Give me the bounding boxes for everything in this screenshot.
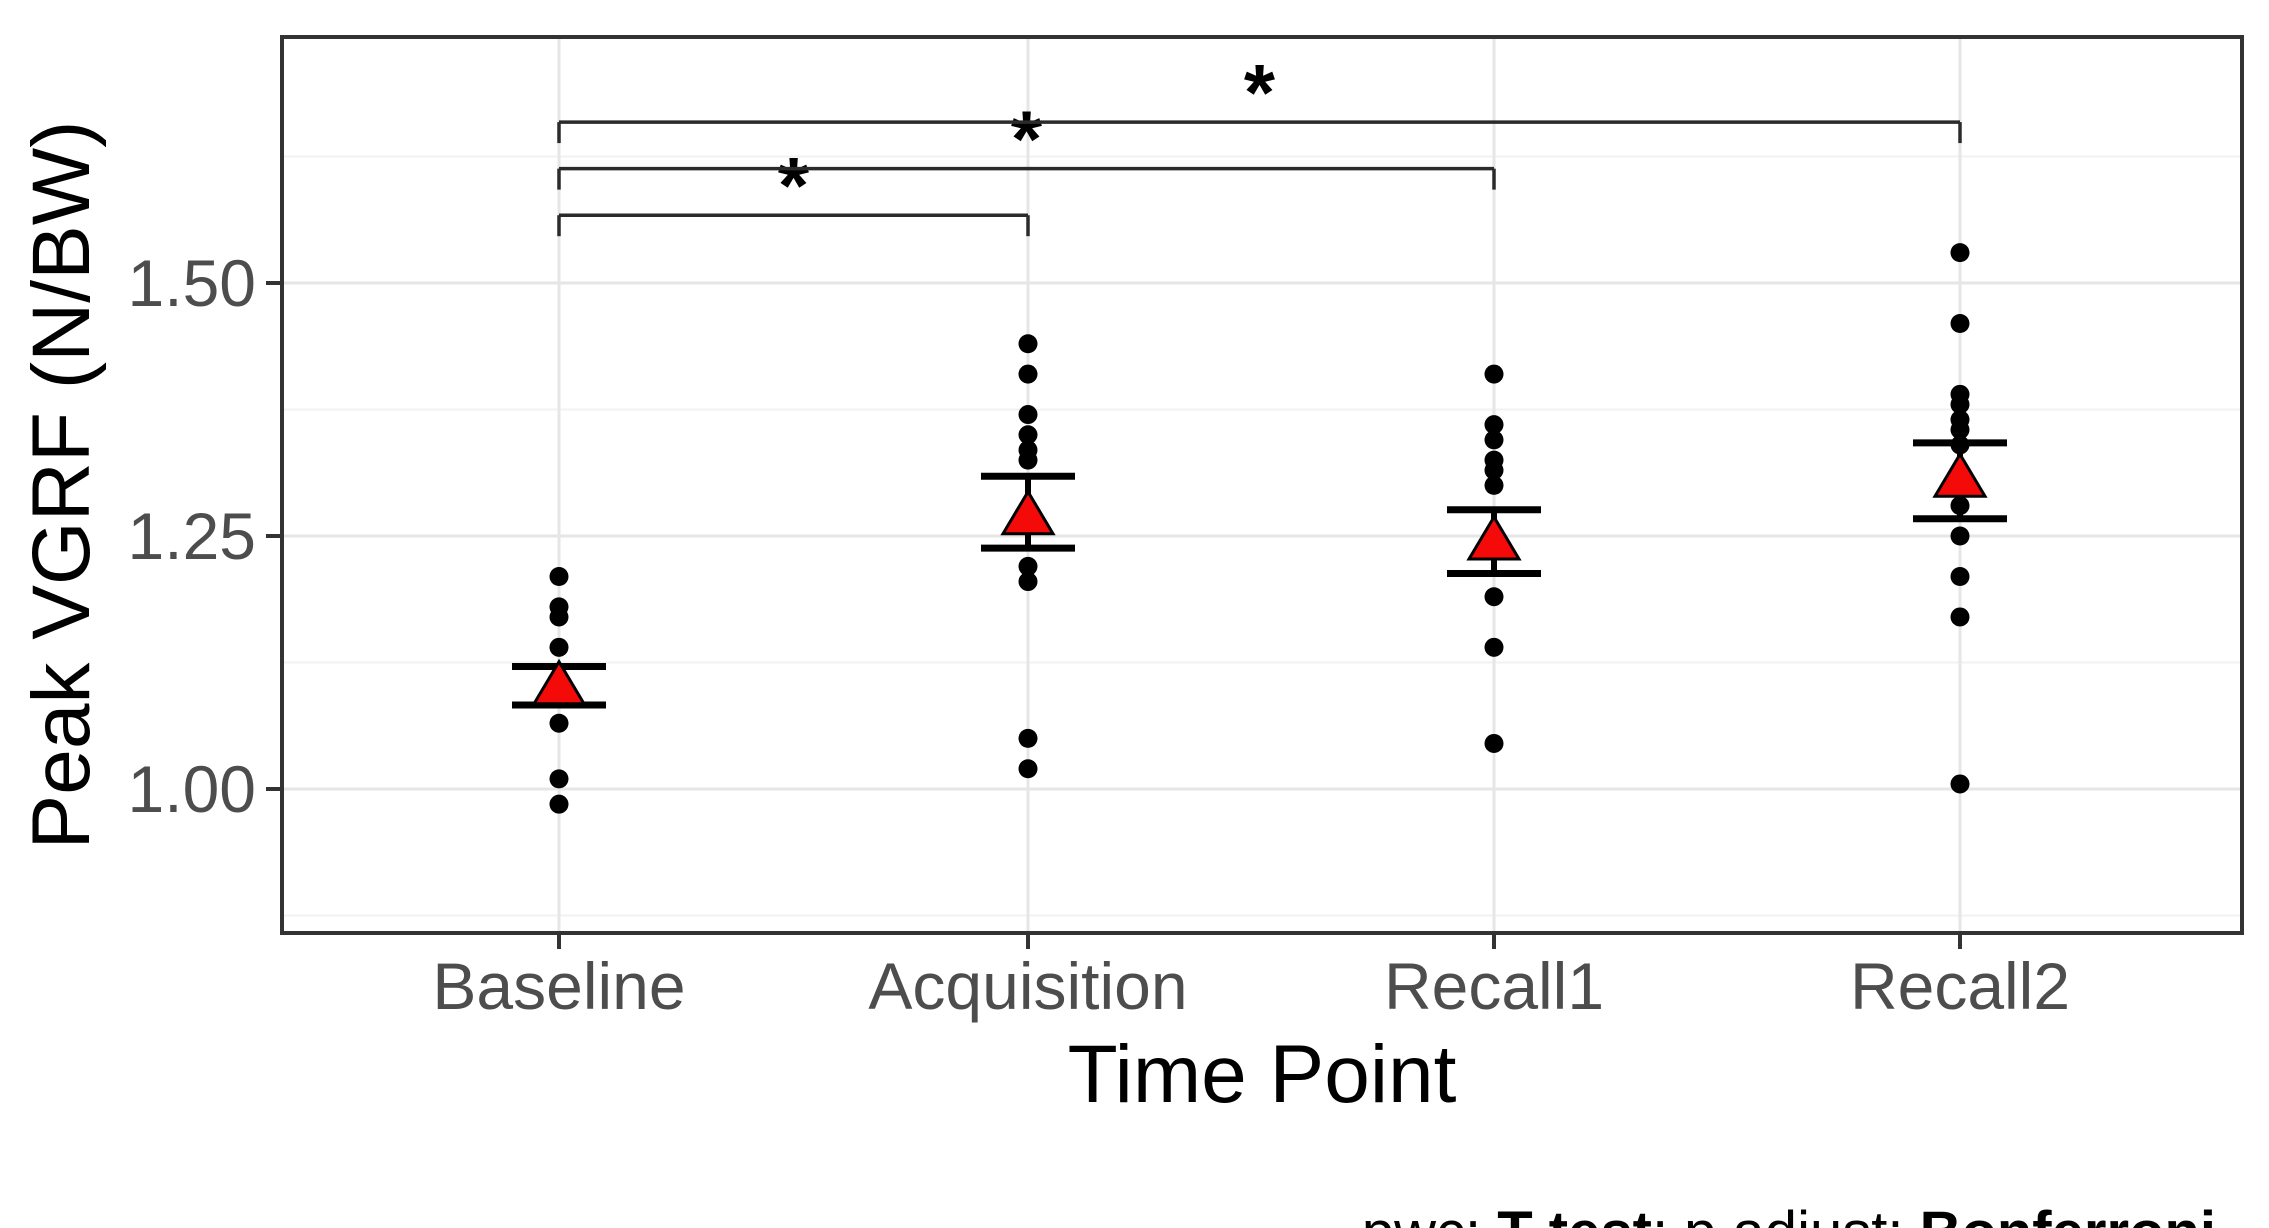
significance-asterisk: *: [1244, 48, 1276, 137]
caption-adjust-label: ; p.adjust:: [1652, 1200, 1920, 1228]
y-tick-label: 1.00: [127, 752, 256, 826]
y-tick-label: 1.50: [127, 246, 256, 320]
caption-pwc-method: T test: [1497, 1200, 1652, 1228]
y-tick-label: 1.25: [127, 499, 256, 573]
caption-adjust-method: Bonferroni: [1920, 1200, 2216, 1228]
y-axis-title: Peak VGRF (N/BW): [16, 120, 107, 850]
significance-asterisk: *: [1011, 95, 1043, 184]
x-tick-label: Recall2: [1849, 949, 2071, 1023]
stats-caption: pwc: T test; p.adjust: Bonferroni: [1297, 1132, 2216, 1228]
x-tick-label: Baseline: [432, 949, 686, 1023]
x-tick-label: Recall1: [1383, 949, 1605, 1023]
x-axis-title: Time Point: [1067, 1029, 1457, 1120]
x-tick-label: Acquisition: [868, 949, 1188, 1023]
significance-asterisk: *: [778, 141, 810, 230]
caption-pwc-prefix: pwc:: [1362, 1200, 1497, 1228]
